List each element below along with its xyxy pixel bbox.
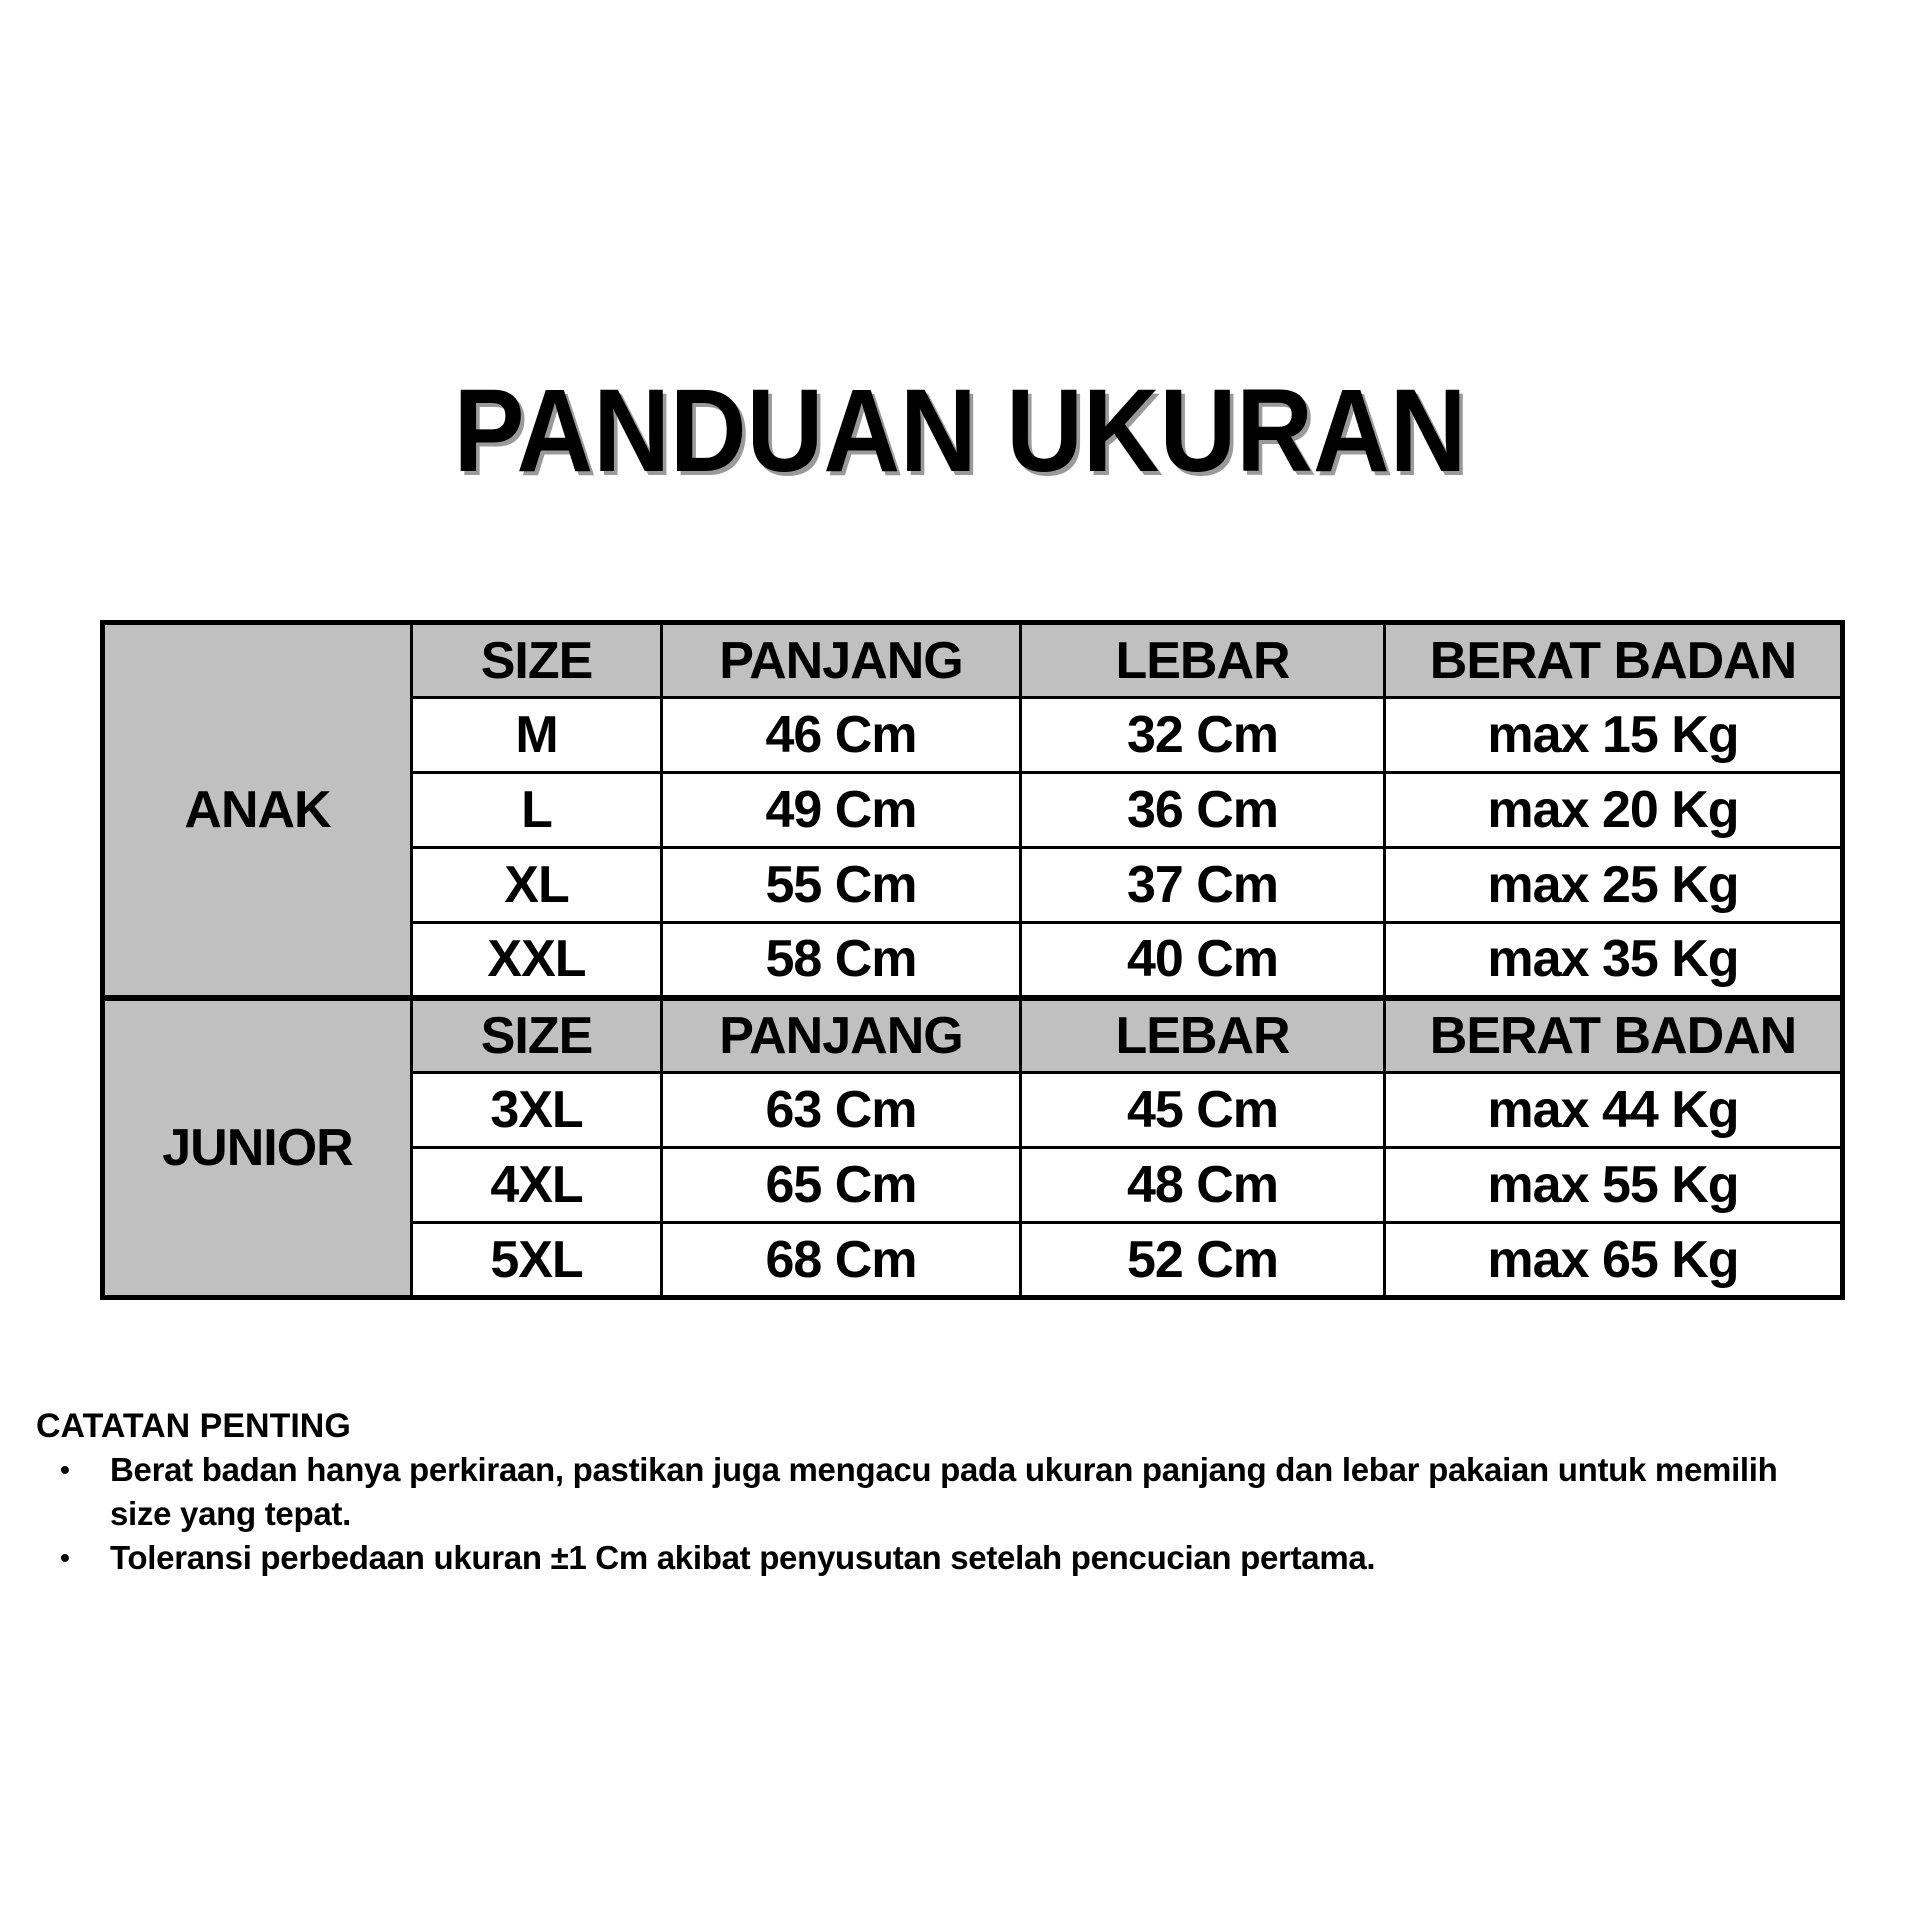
header-cell-panjang: PANJANG xyxy=(660,994,1022,1074)
note-bullet-text: Toleransi perbedaan ukuran ±1 Cm akibat … xyxy=(110,1536,1376,1580)
data-cell-panjang: 63 Cm xyxy=(660,1071,1022,1149)
table-row-anak-l: L 49 Cm 36 Cm max 20 Kg xyxy=(103,771,1844,849)
notes-heading: CATATAN PENTING xyxy=(36,1407,351,1445)
note-line: Berat badan hanya perkiraan, pastikan ju… xyxy=(110,1451,1778,1488)
table-row-anak-m: M 46 Cm 32 Cm max 15 Kg xyxy=(103,696,1844,774)
data-cell-size: XXL xyxy=(410,921,663,999)
table-row-junior-5xl: 5XL 68 Cm 52 Cm max 65 Kg xyxy=(103,1221,1844,1299)
data-cell-panjang: 46 Cm xyxy=(660,696,1022,774)
data-cell-panjang: 65 Cm xyxy=(660,1146,1022,1224)
note-line: Toleransi perbedaan ukuran ±1 Cm akibat … xyxy=(110,1539,1376,1576)
page-title: PANDUAN UKURAN xyxy=(453,365,1467,497)
data-cell-berat: max 35 Kg xyxy=(1383,921,1844,999)
data-cell-berat: max 20 Kg xyxy=(1383,771,1844,849)
data-cell-lebar: 32 Cm xyxy=(1019,696,1386,774)
data-cell-berat: max 65 Kg xyxy=(1383,1221,1844,1299)
header-cell-lebar: LEBAR xyxy=(1019,994,1386,1074)
data-cell-size: XL xyxy=(410,846,663,924)
data-cell-berat: max 55 Kg xyxy=(1383,1146,1844,1224)
header-cell-berat-badan: BERAT BADAN xyxy=(1383,621,1844,699)
data-cell-lebar: 45 Cm xyxy=(1019,1071,1386,1149)
data-cell-lebar: 52 Cm xyxy=(1019,1221,1386,1299)
note-bullet: • Berat badan hanya perkiraan, pastikan … xyxy=(36,1448,1896,1536)
data-cell-berat: max 15 Kg xyxy=(1383,696,1844,774)
note-line: size yang tepat. xyxy=(110,1495,351,1532)
data-cell-panjang: 55 Cm xyxy=(660,846,1022,924)
data-cell-berat: max 44 Kg xyxy=(1383,1071,1844,1149)
junior-header-row: JUNIOR SIZE PANJANG LEBAR BERAT BADAN xyxy=(101,994,1844,1299)
anak-header-row: ANAK SIZE PANJANG LEBAR BERAT BADAN xyxy=(101,621,1844,999)
data-cell-panjang: 49 Cm xyxy=(660,771,1022,849)
header-cell-berat-badan: BERAT BADAN xyxy=(1383,994,1844,1074)
data-cell-lebar: 36 Cm xyxy=(1019,771,1386,849)
table-row-anak-xxl: XXL 58 Cm 40 Cm max 35 Kg xyxy=(103,921,1844,999)
table-row-junior-4xl: 4XL 65 Cm 48 Cm max 55 Kg xyxy=(103,1146,1844,1224)
data-cell-size: 3XL xyxy=(410,1071,663,1149)
header-cell-lebar: LEBAR xyxy=(1019,621,1386,699)
table-row-junior-3xl: 3XL 63 Cm 45 Cm max 44 Kg xyxy=(103,1071,1844,1149)
data-cell-lebar: 48 Cm xyxy=(1019,1146,1386,1224)
bullet-dot-icon: • xyxy=(60,1454,70,1485)
category-cell-anak: ANAK xyxy=(101,621,413,999)
size-guide-table: ANAK SIZE PANJANG LEBAR BERAT BADAN M 46… xyxy=(100,620,1845,1300)
data-cell-berat: max 25 Kg xyxy=(1383,846,1844,924)
header-cell-panjang: PANJANG xyxy=(660,621,1022,699)
category-cell-junior: JUNIOR xyxy=(101,994,413,1299)
data-cell-lebar: 40 Cm xyxy=(1019,921,1386,999)
bullet-dot-icon: • xyxy=(60,1542,70,1573)
data-cell-panjang: 58 Cm xyxy=(660,921,1022,999)
header-cell-size: SIZE xyxy=(410,621,663,699)
note-bullet: • Toleransi perbedaan ukuran ±1 Cm akiba… xyxy=(36,1536,1896,1580)
data-cell-size: L xyxy=(410,771,663,849)
data-cell-size: 5XL xyxy=(410,1221,663,1299)
data-cell-panjang: 68 Cm xyxy=(660,1221,1022,1299)
data-cell-lebar: 37 Cm xyxy=(1019,846,1386,924)
data-cell-size: 4XL xyxy=(410,1146,663,1224)
header-cell-size: SIZE xyxy=(410,994,663,1074)
table-row-anak-xl: XL 55 Cm 37 Cm max 25 Kg xyxy=(103,846,1844,924)
data-cell-size: M xyxy=(410,696,663,774)
note-bullet-text: Berat badan hanya perkiraan, pastikan ju… xyxy=(110,1448,1778,1536)
notes-section: CATATAN PENTING • Berat badan hanya perk… xyxy=(36,1404,1896,1580)
